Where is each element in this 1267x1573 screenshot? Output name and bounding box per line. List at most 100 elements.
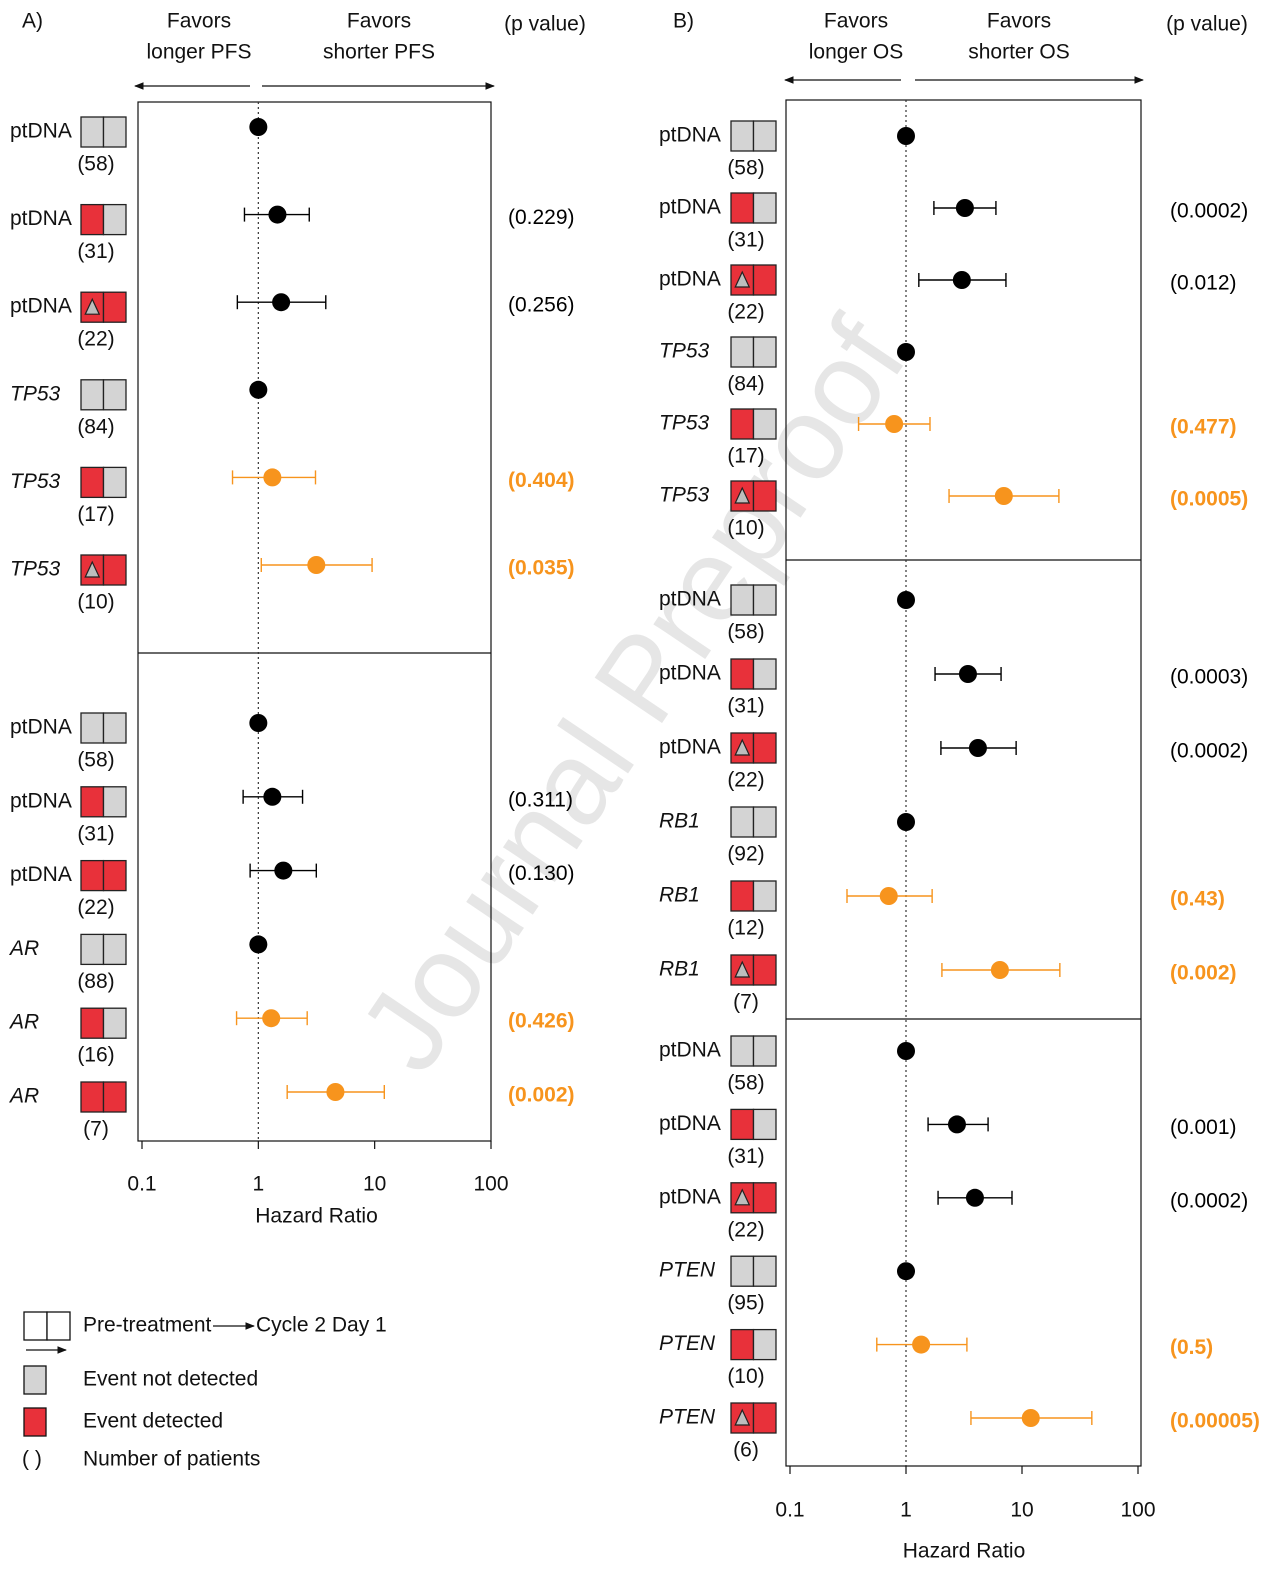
hazard-ratio-point xyxy=(885,415,904,433)
hazard-ratio-point xyxy=(952,271,971,289)
header-text: Favors xyxy=(824,10,888,33)
hazard-ratio-point xyxy=(994,487,1013,505)
status-box xyxy=(102,291,127,323)
hazard-ratio-point xyxy=(249,380,268,399)
status-box xyxy=(752,658,777,690)
legend-text: Event not detected xyxy=(83,1368,258,1391)
x-tick-label: 1 xyxy=(252,1173,264,1196)
plot-frame xyxy=(785,99,1142,1467)
hazard-ratio-point xyxy=(897,127,915,145)
hazard-ratio-point xyxy=(1021,1409,1040,1427)
row-label: ptDNA xyxy=(659,736,721,759)
p-value: (0.404) xyxy=(508,469,575,492)
row-label: ptDNA xyxy=(659,196,721,219)
hazard-ratio-point xyxy=(897,343,915,361)
p-value: (0.256) xyxy=(508,294,575,317)
x-tick-label: 100 xyxy=(473,1173,508,1196)
p-value: (0.035) xyxy=(508,557,575,580)
row-label: ptDNA xyxy=(10,295,72,318)
legend-text: Pre-treatment xyxy=(83,1314,212,1337)
row-label: TP53 xyxy=(10,382,61,405)
legend-swatch xyxy=(23,1365,47,1395)
patient-count: (31) xyxy=(727,229,764,252)
patient-count: (31) xyxy=(727,695,764,718)
status-box xyxy=(730,806,755,838)
status-box xyxy=(102,786,127,818)
status-box xyxy=(730,120,755,152)
status-triangle xyxy=(734,270,751,288)
status-box xyxy=(752,264,777,296)
hazard-ratio-point xyxy=(897,591,915,609)
p-value: (0.229) xyxy=(508,206,575,229)
status-box xyxy=(102,116,127,148)
p-value: (0.130) xyxy=(508,862,575,885)
row-label: TP53 xyxy=(659,484,710,507)
legend: Pre-treatment Cycle 2 Day 1 ( ) Number o… xyxy=(22,1311,387,1471)
patient-count: (12) xyxy=(727,917,764,940)
status-box xyxy=(80,466,105,499)
hazard-ratio-point xyxy=(990,961,1009,979)
x-tick-label: 0.1 xyxy=(127,1173,156,1196)
patient-count: (10) xyxy=(727,1365,764,1388)
status-triangle xyxy=(734,486,751,504)
patient-count: (31) xyxy=(727,1145,764,1168)
hazard-ratio-point xyxy=(249,935,268,954)
row-label: PTEN xyxy=(659,1259,716,1282)
status-box xyxy=(80,859,105,892)
hazard-ratio-point xyxy=(958,665,977,683)
status-box xyxy=(752,584,777,616)
row-label: AR xyxy=(8,1085,39,1108)
patient-count: (7) xyxy=(733,991,759,1014)
patient-count: (58) xyxy=(727,157,764,180)
plot-frame xyxy=(137,101,492,1142)
p-value: (0.5) xyxy=(1170,1336,1213,1359)
legend-text: Number of patients xyxy=(83,1448,260,1471)
row-label: ptDNA xyxy=(659,1039,721,1062)
hazard-ratio-point xyxy=(912,1335,931,1354)
p-value: (0.0005) xyxy=(1170,488,1248,511)
p-value: (0.477) xyxy=(1170,416,1237,439)
status-box xyxy=(752,192,777,224)
patient-count: (22) xyxy=(727,1218,764,1241)
status-box xyxy=(752,1328,777,1361)
row-label: ptDNA xyxy=(659,588,721,611)
header-text: longer PFS xyxy=(146,41,251,64)
legend-box xyxy=(46,1311,71,1341)
hazard-ratio-point xyxy=(897,1042,915,1060)
x-axis-title: Hazard Ratio xyxy=(255,1205,378,1228)
patient-count: (7) xyxy=(83,1118,109,1141)
row-label: ptDNA xyxy=(10,207,72,230)
hazard-ratio-point xyxy=(268,205,287,224)
forest-panel: B) Favors longer OS Favors shorter OS (p valu… xyxy=(659,10,1260,1563)
status-box xyxy=(752,1108,777,1141)
row-label: ptDNA xyxy=(659,124,721,147)
status-box xyxy=(752,954,777,986)
status-box xyxy=(80,786,105,818)
x-axis-title: Hazard Ratio xyxy=(903,1540,1026,1563)
status-box xyxy=(102,933,127,966)
status-triangle xyxy=(84,297,101,315)
status-box xyxy=(102,859,127,892)
forest-panel: A) Favors longer PFS Favors shorter PFS (p va… xyxy=(8,10,586,1228)
status-box xyxy=(752,120,777,152)
row-label: PTEN xyxy=(659,1406,716,1429)
p-header: (p value) xyxy=(1166,13,1248,36)
p-value: (0.001) xyxy=(1170,1116,1237,1139)
hazard-ratio-point xyxy=(263,787,282,806)
status-box xyxy=(752,732,777,764)
status-box xyxy=(730,658,755,690)
row-label: ptDNA xyxy=(10,863,72,886)
p-value: (0.012) xyxy=(1170,272,1237,295)
status-box xyxy=(730,1255,755,1287)
patient-count: (31) xyxy=(77,822,114,845)
patient-count: (22) xyxy=(727,769,764,792)
row-label: TP53 xyxy=(10,558,61,581)
patient-count: (17) xyxy=(727,445,764,468)
header-text: longer OS xyxy=(809,41,904,64)
status-box xyxy=(102,203,127,236)
row-label: ptDNA xyxy=(659,1185,721,1208)
x-tick-label: 10 xyxy=(363,1173,386,1196)
patient-count: (88) xyxy=(77,970,114,993)
x-tick-label: 100 xyxy=(1120,1499,1155,1522)
patient-count: (10) xyxy=(727,517,764,540)
